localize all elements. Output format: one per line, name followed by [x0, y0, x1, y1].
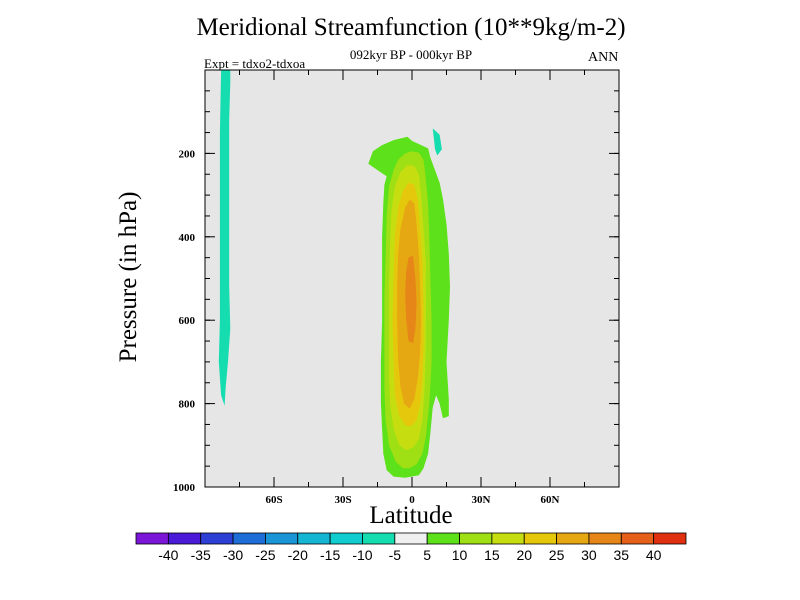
y-tick-label: 200 — [179, 148, 196, 160]
colorbar-label: 5 — [423, 547, 431, 563]
chart-title: Meridional Streamfunction (10**9kg/m-2) — [196, 14, 626, 41]
contour-regions — [218, 70, 450, 478]
y-tick-label: 800 — [179, 399, 196, 411]
x-tick-label: 30S — [334, 494, 351, 506]
colorbar-label: 20 — [516, 547, 532, 563]
contour-region-0 — [218, 70, 231, 406]
axis-ticks: 60S 30S 0 30N 60N 200 400 600 800 1000 — [173, 70, 620, 506]
y-tick-label: 1000 — [173, 482, 196, 494]
x-axis-label: Latitude — [369, 502, 453, 529]
season-annotation: ANN — [588, 50, 619, 65]
colorbar-label: -20 — [288, 547, 308, 563]
y-tick-label: 600 — [179, 315, 196, 327]
colorbar-swatch — [362, 532, 396, 545]
colorbar-label: -25 — [255, 547, 275, 563]
contour-region-1 — [432, 128, 442, 156]
contour-region-7 — [405, 255, 417, 344]
colorbar-swatch — [200, 532, 234, 545]
colorbar-swatch — [297, 532, 331, 545]
colorbar-swatch — [265, 532, 299, 545]
colorbar-swatch — [232, 532, 266, 545]
colorbar-swatch — [135, 532, 169, 545]
colorbar-swatch — [167, 532, 202, 545]
x-tick-label: 60N — [541, 494, 560, 506]
x-tick-label: 30N — [472, 494, 491, 506]
colorbar-label: 40 — [646, 547, 662, 563]
colorbar-label: 35 — [614, 547, 630, 563]
colorbar-label: 30 — [581, 547, 597, 563]
chart-subtitle: 092kyr BP - 000kyr BP — [349, 47, 473, 62]
colorbar-swatch — [523, 532, 557, 545]
colorbar: -40 -35 -30 -25 -20 -15 -10 -5 5 10 15 20 25 30 35 40 — [135, 532, 687, 563]
x-tick-label: 60S — [265, 494, 282, 506]
colorbar-label: 25 — [549, 547, 565, 563]
colorbar-label: -15 — [320, 547, 340, 563]
colorbar-swatch — [620, 532, 655, 545]
colorbar-label: -40 — [158, 547, 178, 563]
experiment-annotation: Expt = tdxo2-tdxoa — [204, 56, 306, 71]
colorbar-label: -10 — [352, 547, 372, 563]
colorbar-swatch — [394, 532, 428, 545]
colorbar-swatch — [459, 532, 493, 545]
colorbar-swatch — [653, 532, 687, 545]
colorbar-swatch — [426, 532, 460, 545]
colorbar-label: -30 — [223, 547, 243, 563]
colorbar-swatch — [491, 532, 525, 545]
x-tick-label: 0 — [409, 494, 415, 506]
colorbar-label: -5 — [389, 547, 402, 563]
colorbar-swatch — [329, 532, 363, 545]
colorbar-label: 10 — [452, 547, 468, 563]
colorbar-label: 15 — [484, 547, 500, 563]
y-tick-label: 400 — [179, 232, 196, 244]
colorbar-swatch — [556, 532, 590, 545]
colorbar-swatch — [588, 532, 622, 545]
colorbar-label: -35 — [191, 547, 211, 563]
